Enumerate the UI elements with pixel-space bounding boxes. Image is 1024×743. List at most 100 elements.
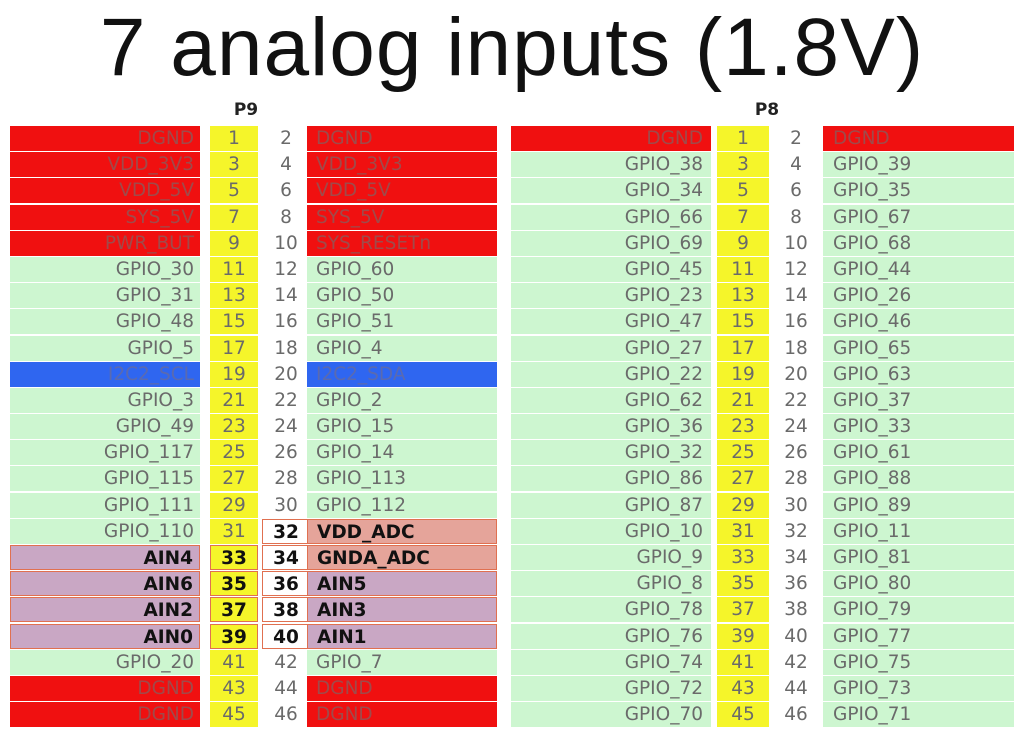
pin-label-right: GPIO_89 xyxy=(823,492,1014,518)
pin-label-left: AIN0 xyxy=(10,623,200,649)
pin-number-even: 32 xyxy=(770,518,822,544)
pin-number-odd: 1 xyxy=(210,126,258,151)
pin-number-even: 34 xyxy=(770,545,822,570)
p9-pin-row: AIN4 33 34 GNDA_ADC xyxy=(10,545,497,571)
pin-label-right: GPIO_14 xyxy=(307,440,497,466)
pin-label-right: DGND xyxy=(307,126,497,151)
p9-pin-table: DGND 1 2 DGND VDD_3V3 3 4 VDD_3V3 VDD_5V 5 6 VDD_5V… xyxy=(10,126,497,728)
pin-number-even: 22 xyxy=(262,387,310,413)
pin-label-left: GPIO_49 xyxy=(10,414,200,440)
pin-label-left: GPIO_69 xyxy=(511,230,711,256)
pin-number-even: 32 xyxy=(262,518,310,544)
pin-number-even: 36 xyxy=(770,571,822,597)
p8-pin-row: GPIO_72 43 44 GPIO_73 xyxy=(511,675,1014,702)
pin-label-left: DGND xyxy=(511,126,711,151)
pin-number-odd: 31 xyxy=(717,518,769,544)
pin-label-left: GPIO_5 xyxy=(10,335,200,361)
pin-label-right: GPIO_80 xyxy=(823,571,1014,597)
pin-label-right: GPIO_77 xyxy=(823,623,1014,649)
pin-label-right: GPIO_11 xyxy=(823,518,1014,544)
pin-number-odd: 13 xyxy=(717,283,769,309)
pin-label-right: SYS_5V xyxy=(307,204,497,230)
p9-pin-row: AIN2 37 38 AIN3 xyxy=(10,597,497,623)
p8-pin-row: GPIO_69 9 10 GPIO_68 xyxy=(511,230,1014,257)
pin-label-left: GPIO_22 xyxy=(511,361,711,387)
pin-number-even: 14 xyxy=(262,283,310,309)
pin-number-even: 46 xyxy=(262,702,310,728)
pin-number-odd: 25 xyxy=(717,440,769,466)
pin-label-left: GPIO_31 xyxy=(10,283,200,309)
pin-label-left: VDD_3V3 xyxy=(10,152,200,178)
pin-label-right: GPIO_33 xyxy=(823,414,1014,440)
pin-number-even: 40 xyxy=(770,623,822,649)
pin-number-odd: 37 xyxy=(717,597,769,623)
pin-number-odd: 29 xyxy=(210,492,258,518)
pin-number-odd: 31 xyxy=(210,518,258,544)
p9-pin-row: GPIO_111 29 30 GPIO_112 xyxy=(10,492,497,519)
pin-label-left: GPIO_111 xyxy=(10,492,200,518)
pin-number-even: 28 xyxy=(262,466,310,492)
pin-label-left: GPIO_10 xyxy=(511,518,711,544)
pin-number-odd: 33 xyxy=(717,545,769,570)
pin-label-right: GPIO_68 xyxy=(823,230,1014,256)
pin-label-left: GPIO_47 xyxy=(511,309,711,335)
pin-number-odd: 33 xyxy=(210,545,258,570)
pin-label-right: DGND xyxy=(823,126,1014,151)
pin-label-right: DGND xyxy=(307,702,497,728)
pin-number-even: 16 xyxy=(770,309,822,335)
pin-label-right: GPIO_79 xyxy=(823,597,1014,623)
pin-label-right: DGND xyxy=(307,675,497,701)
pin-label-right: GPIO_60 xyxy=(307,256,497,282)
p8-pin-row: GPIO_76 39 40 GPIO_77 xyxy=(511,623,1014,650)
p9-pin-row: GPIO_5 17 18 GPIO_4 xyxy=(10,335,497,362)
p9-pin-row: AIN0 39 40 AIN1 xyxy=(10,623,497,650)
pin-number-odd: 23 xyxy=(717,414,769,440)
pin-label-left: AIN4 xyxy=(10,545,200,570)
pin-number-odd: 29 xyxy=(717,492,769,518)
p8-pin-row: GPIO_9 33 34 GPIO_81 xyxy=(511,545,1014,571)
pin-label-right: GPIO_71 xyxy=(823,702,1014,728)
pin-number-odd: 17 xyxy=(717,335,769,361)
pin-number-odd: 5 xyxy=(717,178,769,204)
pin-number-even: 16 xyxy=(262,309,310,335)
pin-label-left: DGND xyxy=(10,675,200,701)
pin-number-odd: 15 xyxy=(210,309,258,335)
pin-number-even: 30 xyxy=(262,492,310,518)
p8-pin-row: GPIO_32 25 26 GPIO_61 xyxy=(511,440,1014,466)
pin-number-odd: 41 xyxy=(717,649,769,675)
p8-pin-row: GPIO_62 21 22 GPIO_37 xyxy=(511,387,1014,414)
pin-label-right: GPIO_44 xyxy=(823,256,1014,282)
pin-label-right: AIN3 xyxy=(307,597,497,623)
p8-pin-row: GPIO_45 11 12 GPIO_44 xyxy=(511,256,1014,283)
pin-number-odd: 43 xyxy=(210,675,258,701)
pin-label-right: SYS_RESETn xyxy=(307,230,497,256)
pin-number-odd: 19 xyxy=(717,361,769,387)
pin-number-even: 20 xyxy=(770,361,822,387)
pin-label-right: GPIO_63 xyxy=(823,361,1014,387)
pin-label-right: GPIO_35 xyxy=(823,178,1014,204)
pin-number-odd: 19 xyxy=(210,361,258,387)
p8-pin-row: GPIO_10 31 32 GPIO_11 xyxy=(511,518,1014,545)
pin-label-left: GPIO_36 xyxy=(511,414,711,440)
p9-header: P9 xyxy=(233,100,259,120)
pin-label-left: GPIO_30 xyxy=(10,256,200,282)
pin-number-odd: 39 xyxy=(717,623,769,649)
pin-label-right: I2C2_SDA xyxy=(307,361,497,387)
pin-number-odd: 7 xyxy=(717,204,769,230)
pin-label-right: GPIO_65 xyxy=(823,335,1014,361)
pin-label-right: AIN1 xyxy=(307,623,497,649)
pin-label-left: GPIO_72 xyxy=(511,675,711,701)
pin-number-odd: 3 xyxy=(717,152,769,178)
pin-number-even: 36 xyxy=(262,571,310,597)
p9-pin-row: GPIO_3 21 22 GPIO_2 xyxy=(10,387,497,414)
pin-label-left: GPIO_34 xyxy=(511,178,711,204)
pin-number-even: 18 xyxy=(262,335,310,361)
pin-number-even: 30 xyxy=(770,492,822,518)
pin-number-even: 14 xyxy=(770,283,822,309)
p8-pin-row: GPIO_47 15 16 GPIO_46 xyxy=(511,309,1014,335)
pin-number-odd: 45 xyxy=(717,702,769,728)
pin-label-right: GPIO_61 xyxy=(823,440,1014,466)
pin-label-right: GPIO_51 xyxy=(307,309,497,335)
pin-label-left: GPIO_86 xyxy=(511,466,711,492)
p9-pin-row: AIN6 35 36 AIN5 xyxy=(10,571,497,597)
